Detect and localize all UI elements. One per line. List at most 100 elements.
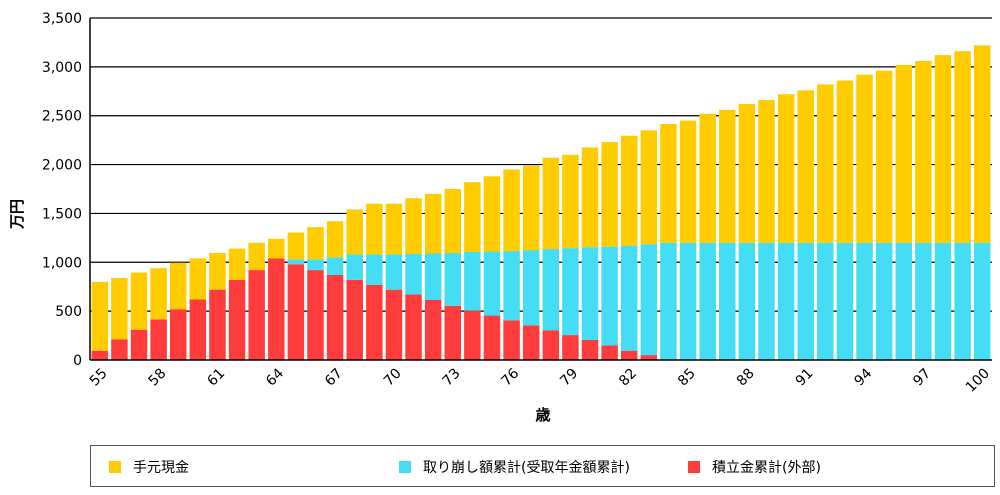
bar-segment-2	[209, 253, 226, 290]
x-tick-label: 85	[675, 366, 699, 390]
bar-segment-0	[307, 270, 324, 360]
legend-item-reserve: 積立金累計(外部)	[688, 457, 821, 477]
bar-segment-0	[130, 329, 148, 360]
bar-segment-1	[973, 242, 991, 360]
bar-segment-2	[954, 51, 971, 243]
bar-segment-2	[973, 45, 991, 243]
bar-segment-2	[424, 193, 442, 254]
bar-segment-2	[895, 64, 912, 243]
bar-segment-2	[679, 120, 697, 243]
bar-segment-0	[268, 258, 285, 360]
bar-segment-1	[719, 242, 736, 360]
bar-segment-1	[483, 251, 501, 316]
bar-segment-2	[503, 169, 520, 252]
bar-segment-0	[346, 279, 363, 360]
bar-segment-1	[934, 242, 952, 360]
bar-segment-1	[660, 242, 677, 360]
bar-segment-2	[699, 113, 716, 243]
bar-segment-1	[777, 242, 795, 360]
x-tick-label: 79	[557, 366, 581, 390]
bar-segment-0	[503, 320, 520, 360]
bar-segment-2	[170, 262, 187, 310]
bar-segment-1	[738, 242, 756, 360]
bar-segment-2	[366, 203, 383, 255]
bar-segment-1	[797, 242, 814, 360]
bar-segment-0	[111, 339, 128, 360]
y-tick-label: 0	[73, 353, 82, 369]
x-tick-label: 82	[616, 366, 640, 390]
legend-item-withdrawal: 取り崩し額累計(受取年金額累計)	[399, 457, 630, 477]
x-tick-label: 64	[263, 365, 287, 389]
legend-item-cash: 手元現金	[109, 457, 189, 477]
bar-segment-1	[326, 257, 344, 275]
x-tick-labels: 55 58 61 64 67 70 73 76 79 82 85 88 91 94 97 100	[87, 365, 993, 395]
bar-segment-2	[111, 277, 128, 340]
bar-segment-1	[424, 253, 442, 300]
bar-segment-2	[601, 142, 618, 247]
bar-segment-2	[660, 124, 677, 243]
bar-segment-0	[170, 309, 187, 360]
chart: 0 500 1,000 1,500 2,000 2,500 3,000 3,500 55 58 6…	[8, 11, 993, 424]
y-axis-title: 万円	[8, 199, 26, 230]
x-tick-label: 70	[381, 366, 405, 390]
bar-segment-1	[817, 242, 834, 360]
bar-segment-2	[150, 268, 167, 320]
y-tick-label: 2,500	[42, 109, 82, 125]
bar-segment-2	[777, 94, 795, 243]
bar-segment-2	[875, 70, 893, 243]
x-tick-label: 58	[146, 366, 170, 390]
bar-segment-1	[405, 253, 422, 295]
legend-swatch-withdrawal	[399, 461, 411, 473]
bar-segment-1	[954, 242, 971, 360]
bar-segment-1	[522, 250, 540, 326]
bar-segment-0	[326, 274, 344, 360]
bar-segment-2	[542, 157, 560, 250]
bar-segment-1	[444, 253, 461, 306]
bar-segment-1	[385, 254, 403, 290]
bar-segment-0	[542, 330, 560, 360]
bar-segment-2	[228, 248, 246, 280]
bar-segment-0	[228, 279, 246, 360]
bar-segment-2	[248, 242, 265, 271]
x-tick-label: 100	[963, 366, 993, 396]
bar-segment-1	[287, 259, 305, 265]
y-tick-label: 3,500	[42, 11, 82, 27]
bar-segment-1	[366, 254, 383, 285]
axes	[89, 18, 992, 361]
bar-segment-2	[836, 80, 854, 243]
x-tick-label: 88	[734, 366, 758, 390]
bar-segment-0	[621, 350, 638, 360]
bar-segment-2	[346, 209, 363, 255]
bar-segment-0	[366, 284, 383, 360]
bar-segment-1	[640, 244, 658, 356]
bar-segment-1	[856, 242, 873, 360]
x-tick-label: 73	[440, 366, 464, 390]
bar-segment-2	[405, 198, 422, 254]
bar-segment-2	[915, 60, 932, 243]
x-tick-label: 76	[498, 365, 522, 389]
legend-label-reserve: 積立金累計(外部)	[712, 460, 821, 476]
bar-segment-0	[405, 294, 422, 360]
x-tick-label: 97	[910, 366, 934, 390]
bar-segment-0	[601, 345, 618, 360]
bar-segment-0	[464, 310, 481, 360]
bar-segment-1	[699, 242, 716, 360]
x-axis-title: 歳	[535, 406, 550, 424]
bar-segment-0	[424, 299, 442, 360]
bar-segment-1	[307, 259, 324, 271]
bar-segment-0	[248, 270, 265, 360]
x-tick-label: 91	[793, 366, 817, 390]
bar-segment-2	[621, 135, 638, 246]
bar-segment-1	[562, 248, 579, 336]
bar-segment-2	[522, 165, 540, 251]
bar-segment-2	[464, 182, 481, 253]
bar-segment-1	[895, 242, 912, 360]
y-tick-label: 500	[55, 304, 82, 320]
bar-segment-0	[385, 289, 403, 360]
bar-segment-2	[562, 154, 579, 249]
bar-segment-2	[758, 100, 775, 243]
bar-segment-2	[326, 221, 344, 258]
bar-segment-2	[444, 189, 461, 254]
bar-segment-2	[483, 176, 501, 252]
bar-segment-1	[503, 251, 520, 321]
